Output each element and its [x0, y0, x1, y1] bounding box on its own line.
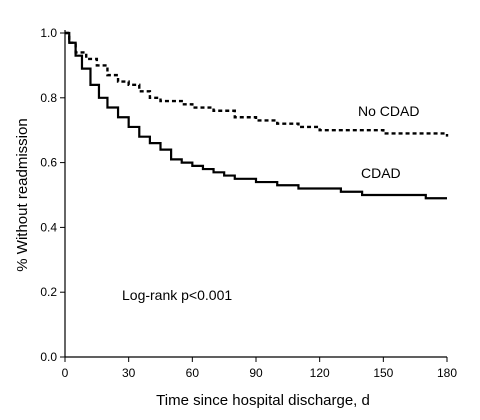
y-tick-label: 1.0 [40, 26, 57, 40]
series-lines [65, 31, 449, 200]
x-tick-label: 0 [62, 366, 69, 380]
x-tick-label: 90 [249, 366, 263, 380]
y-tick-label: 0.0 [40, 350, 57, 364]
series-line-cdad [65, 31, 447, 200]
y-axis-title: % Without readmission [14, 118, 31, 271]
y-tick-label: 0.6 [40, 156, 57, 170]
y-axis-ticks: 0.0 0.2 0.4 0.6 0.8 1.0 [40, 26, 65, 364]
x-tick-label: 150 [373, 366, 393, 380]
x-axis-ticks: 0 30 60 90 120 150 180 [62, 357, 457, 380]
series-line-no-cdad [65, 31, 449, 137]
y-tick-label: 0.4 [40, 220, 57, 234]
y-tick-label: 0.8 [40, 91, 57, 105]
log-rank-annotation: Log-rank p<0.001 [122, 287, 232, 303]
series-label-cdad: CDAD [361, 165, 401, 181]
x-tick-label: 30 [122, 366, 136, 380]
axes [64, 30, 447, 358]
x-tick-label: 60 [186, 366, 200, 380]
y-tick-label: 0.2 [40, 285, 57, 299]
series-label-no-cdad: No CDAD [358, 103, 419, 119]
x-tick-label: 120 [310, 366, 330, 380]
x-axis-title: Time since hospital discharge, d [156, 392, 370, 409]
x-tick-label: 180 [437, 366, 457, 380]
